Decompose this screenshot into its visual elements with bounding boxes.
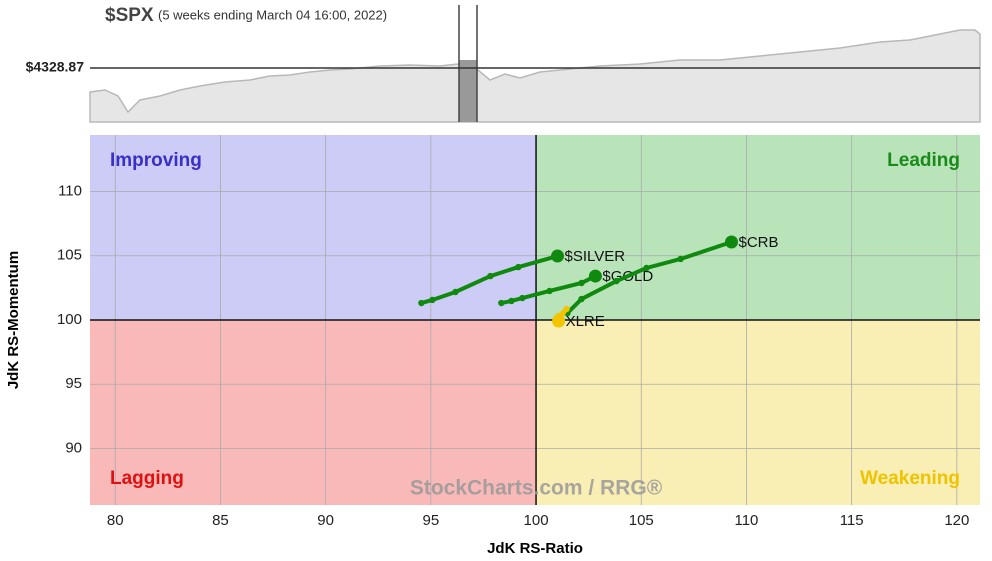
y-tick-label: 110 [58,182,82,199]
tail-point [508,297,515,305]
head-point [588,269,602,283]
price-area [89,29,981,123]
x-tick-label: 90 [317,512,334,529]
y-tick-label: 105 [57,247,82,264]
tail-point [498,299,505,307]
head-point [725,235,739,249]
tail-point [578,295,585,303]
series-label: $CRB [739,234,779,251]
tail-point [515,263,522,271]
y-tick-label: 90 [65,439,82,456]
quadrant-label: Lagging [110,468,184,489]
series-label: $SILVER [565,248,626,265]
tail-point [429,296,436,304]
period-highlight [459,60,477,122]
tail-point [643,264,650,272]
quadrant-label: Improving [110,150,202,171]
quadrant [536,135,980,320]
x-tick-label: 80 [107,512,124,529]
tail-point [418,299,425,307]
y-tick-label: 100 [57,311,82,328]
quadrant-label: Weakening [860,468,960,489]
tail-point [677,255,684,263]
tail-point [519,294,526,302]
x-tick-label: 95 [423,512,440,529]
period: (5 weeks ending March 04 16:00, 2022) [158,7,387,22]
quadrant [90,320,537,505]
price-panel: $4328.87 $SPX (5 weeks ending March 04 1… [26,5,981,123]
y-tick-label: 95 [65,375,82,392]
x-tick-label: 110 [734,512,758,529]
x-tick-label: 120 [944,512,969,529]
x-tick-label: 100 [524,512,549,529]
x-tick-label: 105 [629,512,654,529]
tail-point [452,288,459,296]
series-label: XLRE [566,313,605,330]
tail-point [487,272,494,280]
y-axis-title: JdK RS-Momentum [5,251,22,389]
watermark: StockCharts.com / RRG® [410,477,663,500]
tail-point [563,305,570,313]
symbol: $SPX [105,5,154,26]
tail-point [578,279,585,287]
x-tick-label: 85 [212,512,229,529]
price-level-label: $4328.87 [26,59,85,75]
head-point [552,314,566,328]
tail-point [613,277,620,285]
quadrant-label: Leading [887,150,960,171]
tail-line [565,240,734,316]
head-point [551,249,565,263]
quadrant [536,320,980,505]
x-tick-label: 115 [840,512,864,529]
plot: Improving Leading Lagging Weakening 80 85 90 95… [5,135,980,557]
x-axis-title: JdK RS-Ratio [487,540,583,557]
tail-point [546,287,553,295]
